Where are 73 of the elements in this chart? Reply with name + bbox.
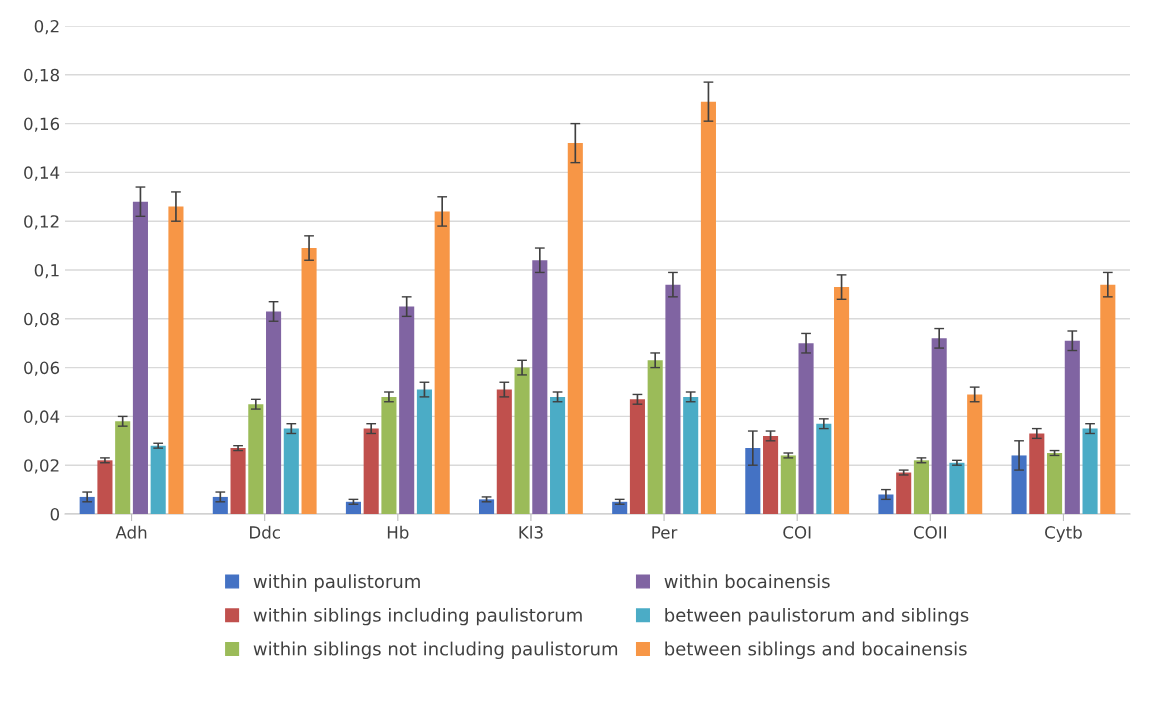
bar: [878, 494, 894, 514]
bar: [896, 472, 912, 514]
y-tick-label: 0,14: [24, 166, 60, 181]
bar: [567, 143, 583, 514]
y-tick-label: 0,12: [24, 215, 59, 230]
x-tick-label: Cytb: [1045, 525, 1082, 542]
bar: [967, 394, 983, 514]
bar: [913, 460, 929, 514]
legend-label: within bocainensis: [664, 574, 830, 589]
x-tick-label: Ddc: [250, 525, 280, 539]
legend-label: between paulistorum and siblings: [665, 607, 969, 626]
y-tick-label: 0: [50, 507, 60, 521]
bar: [248, 404, 264, 514]
bar: [479, 499, 495, 514]
bar: [816, 423, 832, 514]
bar: [665, 284, 681, 514]
x-tick-label: COII: [913, 526, 946, 539]
bar: [434, 211, 450, 514]
y-tick-label: 0,16: [24, 117, 60, 132]
y-tick-label: 0,02: [24, 459, 59, 474]
bar: [1100, 284, 1116, 514]
bar: [1047, 453, 1063, 514]
bar: [363, 428, 379, 514]
x-tick-label: Per: [652, 526, 678, 539]
bar: [949, 462, 965, 514]
bar: [150, 445, 166, 514]
y-tick-label: 0,2: [34, 19, 59, 35]
bar: [283, 428, 299, 514]
bar: [780, 455, 796, 514]
bar: [514, 367, 530, 514]
x-tick-label: Kl3: [519, 525, 543, 539]
bar: [97, 460, 113, 514]
bar: [212, 496, 228, 514]
bar: [629, 399, 645, 514]
bar: [399, 306, 415, 514]
x-tick-label: COI: [783, 526, 811, 539]
y-tick-label: 0,18: [24, 68, 59, 84]
bar: [168, 206, 184, 514]
y-tick-label: 0,08: [24, 312, 59, 328]
bar: [416, 389, 432, 514]
bar: [532, 260, 548, 514]
bar: [1064, 340, 1080, 514]
bar: [550, 396, 566, 514]
bar: [647, 360, 663, 514]
bar: [612, 501, 628, 514]
y-tick-label: 0,1: [34, 263, 59, 279]
bar: [683, 396, 699, 514]
bar: [798, 343, 814, 514]
x-tick-label: Hb: [387, 525, 409, 539]
bar: [834, 287, 850, 514]
bar: [301, 248, 317, 514]
bar: [266, 311, 282, 514]
bar: [115, 421, 131, 514]
legend-label: within siblings including paulistorum: [253, 607, 582, 626]
bar: [1011, 455, 1027, 514]
bar: [931, 338, 947, 514]
bar: [496, 389, 512, 514]
legend-label: within paulistorum: [253, 574, 420, 592]
bar: [700, 101, 716, 514]
x-tick-label: Adh: [115, 525, 147, 539]
bar: [745, 448, 761, 514]
bar: [1082, 428, 1098, 514]
bar: [1029, 433, 1045, 514]
bar: [345, 501, 361, 514]
bar: [79, 496, 95, 514]
bar: [230, 448, 246, 514]
bar: [381, 396, 397, 514]
legend-label: within siblings not including paulistorum: [253, 641, 618, 660]
legend-label: between siblings and bocainensis: [665, 641, 967, 660]
bar: [763, 435, 779, 514]
y-tick-label: 0,06: [24, 361, 60, 376]
y-tick-label: 0,04: [24, 410, 60, 425]
bar: [132, 201, 148, 514]
